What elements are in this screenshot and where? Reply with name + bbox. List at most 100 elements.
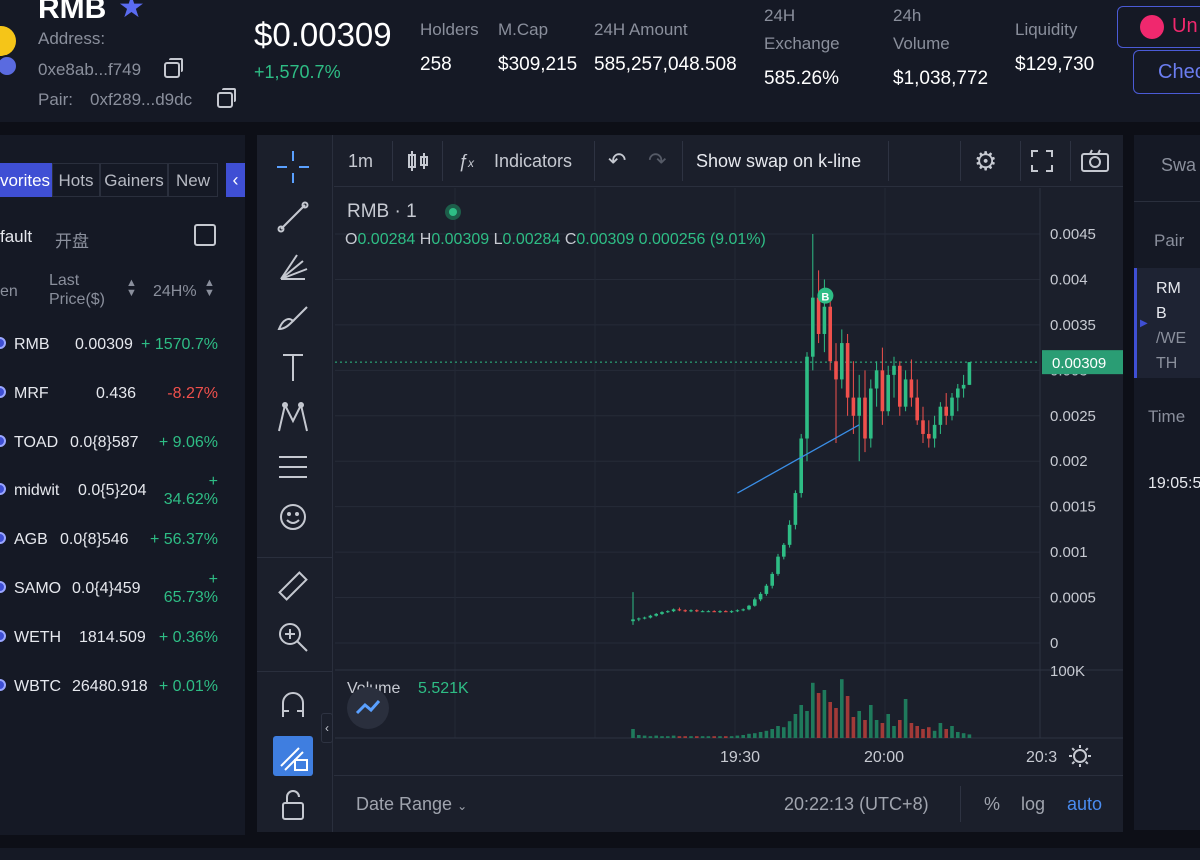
candle[interactable]: [782, 544, 786, 557]
pattern-tool-icon[interactable]: [275, 399, 311, 435]
candle[interactable]: [950, 397, 954, 416]
candle[interactable]: [880, 370, 885, 412]
candle[interactable]: [967, 362, 972, 385]
candle[interactable]: [689, 610, 693, 612]
fx-icon[interactable]: ƒx: [458, 151, 475, 171]
sort-change-icon[interactable]: ▲ ▼: [204, 277, 215, 299]
indicators-button[interactable]: Indicators: [494, 151, 573, 171]
tab-hots[interactable]: Hots: [52, 163, 100, 197]
candle[interactable]: [654, 613, 658, 616]
copy-address-icon[interactable]: [164, 58, 183, 78]
candle[interactable]: [770, 573, 774, 586]
candle[interactable]: [834, 361, 838, 380]
unlock-icon[interactable]: [275, 787, 311, 823]
candle[interactable]: [729, 611, 734, 613]
candle[interactable]: [909, 379, 914, 398]
candle[interactable]: [874, 370, 879, 389]
crosshair-icon[interactable]: [275, 149, 311, 185]
candle[interactable]: [776, 556, 780, 574]
token-row[interactable]: RMB 0.00309 + 1570.7%: [0, 323, 245, 371]
copy-pair-icon[interactable]: [217, 88, 236, 108]
candle[interactable]: [915, 397, 919, 421]
candle[interactable]: [700, 611, 705, 613]
token-row[interactable]: AGB 0.0{8}546 + 56.37%: [0, 518, 245, 566]
candle[interactable]: [666, 611, 670, 613]
candle[interactable]: [822, 306, 827, 334]
candle[interactable]: [851, 397, 856, 416]
settings-gear-icon[interactable]: ⚙: [974, 146, 998, 176]
candle[interactable]: [787, 524, 792, 545]
candle[interactable]: [741, 609, 745, 611]
candle[interactable]: [898, 365, 902, 407]
interval-button[interactable]: 1m: [348, 151, 374, 171]
log-scale-button[interactable]: log: [1021, 794, 1046, 814]
candlestick-chart[interactable]: 0.00450.0040.00350.0030.00250.0020.00150…: [335, 188, 1123, 774]
candle[interactable]: [642, 617, 647, 619]
candle[interactable]: [718, 611, 722, 613]
candle[interactable]: [758, 593, 763, 600]
sort-price-icon[interactable]: ▲ ▼: [126, 277, 137, 299]
candle[interactable]: [799, 438, 803, 494]
candle[interactable]: [735, 610, 740, 612]
candle[interactable]: [857, 397, 861, 416]
collapse-panel-button[interactable]: ‹: [226, 163, 245, 197]
candle[interactable]: [961, 384, 966, 389]
zoom-in-icon[interactable]: [275, 619, 311, 655]
redo-icon[interactable]: ↷: [648, 148, 667, 173]
show-swap-toggle[interactable]: Show swap on k-line: [696, 151, 862, 171]
fullscreen-icon[interactable]: [1030, 149, 1054, 173]
candle[interactable]: [845, 343, 850, 398]
token-row[interactable]: WETH 1814.509 + 0.36%: [0, 616, 245, 664]
candle[interactable]: [927, 433, 931, 439]
favorite-star-icon[interactable]: ★: [118, 0, 145, 24]
candle[interactable]: [724, 611, 728, 613]
candle[interactable]: [863, 397, 867, 439]
candle[interactable]: [747, 605, 751, 610]
text-tool-icon[interactable]: [275, 349, 311, 385]
candle-type-icon[interactable]: [406, 149, 430, 173]
candle[interactable]: [811, 297, 815, 357]
candle[interactable]: [938, 406, 943, 425]
candle[interactable]: [886, 374, 890, 412]
tab-new[interactable]: New: [168, 163, 218, 197]
candle[interactable]: [648, 615, 653, 618]
candle[interactable]: [869, 388, 873, 439]
token-row[interactable]: SAMO 0.0{4}459 +65.73%: [0, 567, 245, 615]
candle[interactable]: [712, 611, 716, 613]
filter-default[interactable]: fault: [0, 227, 33, 246]
camera-icon[interactable]: [1080, 149, 1110, 173]
candle[interactable]: [816, 297, 821, 334]
candle[interactable]: [695, 610, 699, 612]
fib-tool-icon[interactable]: [275, 249, 311, 285]
auto-scale-button[interactable]: auto: [1067, 794, 1103, 814]
candle[interactable]: [631, 619, 635, 622]
candle[interactable]: [683, 610, 687, 612]
token-row[interactable]: midwit 0.0{5}204 +34.62%: [0, 469, 245, 517]
filter-open[interactable]: 开盘: [55, 232, 89, 251]
lock-drawing-button[interactable]: [273, 736, 313, 776]
pair-selected-row[interactable]: [1134, 268, 1200, 378]
ruler-icon[interactable]: [275, 569, 311, 605]
candle[interactable]: [932, 424, 937, 439]
tab-gainers[interactable]: Gainers: [100, 163, 168, 197]
brush-icon[interactable]: [275, 299, 311, 335]
token-row[interactable]: WBTC 26480.918 + 0.01%: [0, 665, 245, 713]
emoji-icon[interactable]: [275, 499, 311, 535]
measure-lines-icon[interactable]: [275, 449, 311, 485]
buy-marker[interactable]: [817, 287, 834, 304]
candle[interactable]: [805, 356, 809, 439]
candle[interactable]: [892, 365, 896, 375]
candle[interactable]: [764, 585, 769, 594]
percent-scale-button[interactable]: %: [984, 794, 1001, 814]
candle[interactable]: [660, 612, 664, 614]
trend-line[interactable]: [737, 424, 860, 494]
candle[interactable]: [637, 618, 641, 620]
uniswap-button[interactable]: Un: [1117, 6, 1200, 48]
check-button[interactable]: Chec: [1133, 50, 1200, 94]
tab-favorites[interactable]: vorites: [0, 163, 52, 197]
collapse-toolbar-icon[interactable]: ‹: [321, 713, 333, 743]
undo-icon[interactable]: ↶: [608, 148, 627, 173]
date-range-dropdown[interactable]: Date Range ⌄: [356, 794, 467, 815]
trend-line-icon[interactable]: [275, 199, 311, 235]
candle[interactable]: [944, 406, 948, 416]
